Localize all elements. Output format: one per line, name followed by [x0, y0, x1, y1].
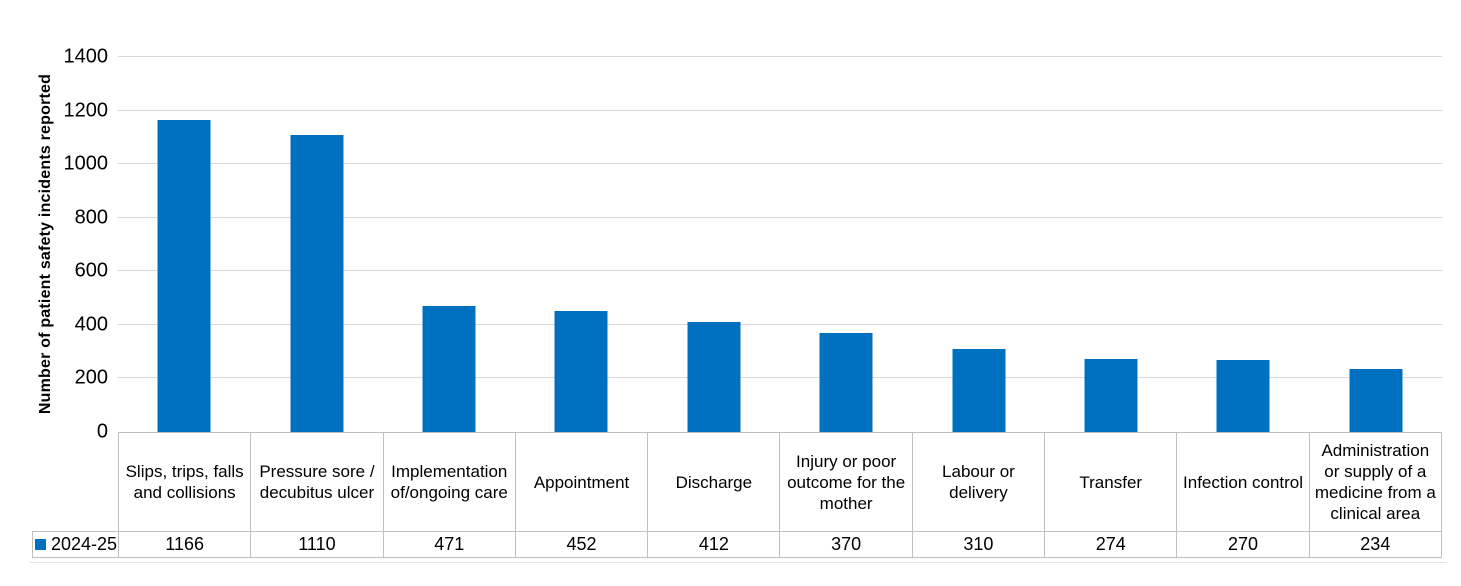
value-cell: 310 — [913, 532, 1046, 557]
bar — [819, 332, 873, 432]
bar — [1216, 359, 1270, 432]
value-cell: 270 — [1177, 532, 1310, 557]
bar — [1084, 358, 1138, 432]
y-gridline — [118, 377, 1442, 379]
y-tick-label: 1200 — [63, 99, 109, 122]
table-bottom-divider — [30, 562, 1447, 563]
y-tick-label: 600 — [74, 259, 108, 282]
bar — [687, 321, 741, 432]
category-header-cell: Discharge — [648, 433, 781, 531]
y-gridline — [118, 109, 1442, 111]
category-header-cell: Implementation of/ongoing care — [384, 433, 516, 531]
y-gridline — [118, 216, 1442, 218]
category-header-cell: Pressure sore / decubitus ulcer — [251, 433, 384, 531]
value-cell: 412 — [648, 532, 781, 557]
y-axis-title: Number of patient safety incidents repor… — [37, 73, 54, 415]
value-cell: 370 — [780, 532, 913, 557]
bar-slot — [1177, 57, 1309, 432]
bar-slot — [383, 57, 515, 432]
data-table: Slips, trips, falls and collisions Pressu… — [118, 432, 1442, 558]
category-header-cell: Appointment — [516, 433, 649, 531]
bar-slot — [250, 57, 382, 432]
legend-color-swatch — [34, 539, 46, 550]
y-tick-label: 1000 — [63, 152, 109, 175]
bar-slot — [648, 57, 780, 432]
category-header-cell: Infection control — [1177, 433, 1310, 531]
value-cell: 452 — [516, 532, 649, 557]
value-cell: 234 — [1360, 534, 1391, 554]
y-gridline — [118, 163, 1442, 165]
bar — [157, 119, 211, 432]
category-header-cell: Labour or delivery — [913, 433, 1046, 531]
bar-slot — [515, 57, 647, 432]
category-header-cell: Slips, trips, falls and collisions — [119, 433, 252, 531]
bar-series — [118, 57, 1442, 432]
value-cell: 274 — [1045, 532, 1178, 557]
bar — [422, 305, 476, 432]
bar-slot — [912, 57, 1044, 432]
y-tick-label: 400 — [74, 313, 108, 336]
y-tick-label: 1400 — [63, 45, 109, 68]
bar-slot — [118, 57, 250, 432]
bar-slot — [1310, 57, 1442, 432]
bar — [554, 310, 608, 432]
legend-key: 2024-25 — [32, 531, 119, 558]
category-header-row: Slips, trips, falls and collisions Pressu… — [119, 433, 1441, 532]
bar — [290, 134, 344, 432]
y-tick-label: 200 — [74, 366, 108, 389]
y-tick-label: 0 — [96, 420, 108, 443]
bar-slot — [780, 57, 912, 432]
bar — [952, 348, 1006, 432]
plot-area — [118, 56, 1442, 432]
y-tick-label: 800 — [74, 206, 108, 229]
category-header-cell: Administration or supply of a medicine f… — [1314, 441, 1436, 523]
value-cell: 1110 — [251, 532, 384, 557]
y-gridline — [118, 323, 1442, 325]
series-value-row: 1166 1110 471 452 412 370 310 274 270 234 — [119, 532, 1441, 557]
y-gridline — [118, 56, 1442, 57]
y-gridline — [118, 270, 1442, 272]
value-cell: 471 — [384, 532, 516, 557]
legend-series-label: 2024-25 — [50, 534, 118, 554]
category-header-cell: Transfer — [1045, 433, 1178, 531]
bar — [1349, 369, 1403, 432]
bar-slot — [1045, 57, 1177, 432]
category-header-cell: Injury or poor outcome for the mother — [780, 433, 913, 531]
value-cell: 1166 — [119, 532, 252, 557]
